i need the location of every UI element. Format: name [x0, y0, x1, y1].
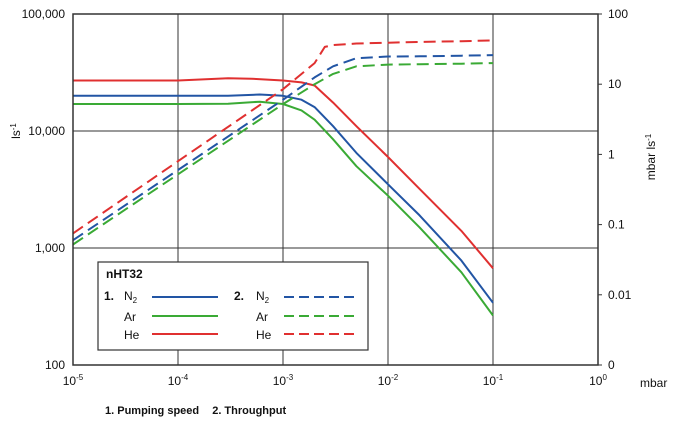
legend-he-label-2: He: [256, 328, 272, 342]
tick-labels: 10-5 10-4 10-3 10-2 10-1 1001001,00010,000100…: [22, 7, 632, 388]
series-line-pumping_speed-n2: [73, 93, 494, 304]
caption-pumping-speed: 1. Pumping speed: [105, 405, 200, 417]
series-line-pumping_speed-ar: [73, 100, 494, 317]
plot-frame: [72, 13, 599, 366]
left-tick-label: 100: [45, 358, 65, 372]
legend-n2-label-1: N2: [124, 289, 138, 305]
legend-ar-label-2: Ar: [256, 310, 268, 324]
caption-throughput: 2. Throughput: [212, 405, 287, 417]
legend: nHT32 1. N2 Ar He 2. N2 Ar He: [97, 261, 369, 351]
legend-title: nHT32: [106, 267, 143, 281]
right-axis-label: mbar ls-1: [644, 133, 658, 180]
x-tick-label: 10-4: [168, 373, 189, 388]
series-line-throughput-ar: [72, 62, 494, 246]
left-axis-label: ls-1: [9, 123, 23, 139]
legend-he-label-1: He: [124, 328, 140, 342]
x-tick-label: 10-5: [63, 373, 84, 388]
legend-n2-label-2: N2: [256, 289, 270, 305]
pumping-chart: 10-5 10-4 10-3 10-2 10-1 1001001,00010,000100…: [9, 7, 667, 390]
x-tick-label: 10-1: [483, 373, 504, 388]
right-tick-label: 0.01: [608, 288, 632, 302]
legend-ar-label-1: Ar: [124, 310, 136, 324]
x-tick-label: 10-3: [273, 373, 294, 388]
series-line-throughput-n2: [72, 54, 494, 242]
x-axis-unit: mbar: [640, 376, 667, 390]
legend-group2-marker: 2.: [234, 289, 244, 303]
right-tick-label: 1: [608, 147, 615, 161]
right-tick-label: 100: [608, 7, 628, 21]
legend-group1-marker: 1.: [104, 289, 114, 303]
x-tick-label: 100: [589, 373, 607, 388]
left-tick-label: 10,000: [28, 124, 65, 138]
right-tick-label: 0.1: [608, 218, 625, 232]
series-line-throughput-he: [72, 39, 494, 235]
series-line-pumping_speed-he: [73, 77, 494, 269]
right-tick-label: 0: [608, 358, 615, 372]
x-tick-label: 10-2: [378, 373, 399, 388]
left-tick-label: 100,000: [22, 7, 66, 21]
chart-caption: 1. Pumping speed 2. Throughput: [105, 405, 296, 417]
left-tick-label: 1,000: [35, 241, 65, 255]
right-tick-label: 10: [608, 77, 622, 91]
series-lines: [72, 39, 494, 317]
legend-box: [97, 261, 369, 351]
